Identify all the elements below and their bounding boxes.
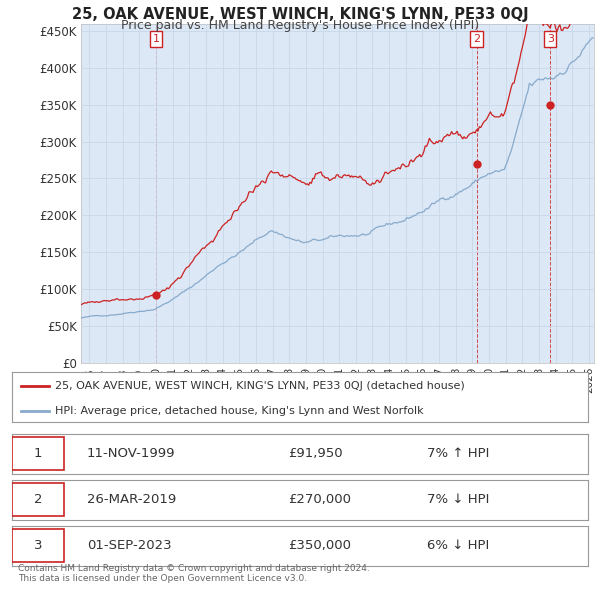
Text: 2: 2 — [473, 34, 480, 44]
FancyBboxPatch shape — [12, 529, 64, 562]
FancyBboxPatch shape — [12, 483, 64, 516]
Text: 3: 3 — [34, 539, 42, 552]
Text: 01-SEP-2023: 01-SEP-2023 — [87, 539, 172, 552]
Text: £270,000: £270,000 — [289, 493, 352, 506]
Text: Price paid vs. HM Land Registry's House Price Index (HPI): Price paid vs. HM Land Registry's House … — [121, 19, 479, 32]
Text: HPI: Average price, detached house, King's Lynn and West Norfolk: HPI: Average price, detached house, King… — [55, 406, 424, 416]
FancyBboxPatch shape — [12, 437, 64, 470]
Text: 26-MAR-2019: 26-MAR-2019 — [87, 493, 176, 506]
Text: £350,000: £350,000 — [289, 539, 352, 552]
Text: 1: 1 — [34, 447, 42, 460]
Text: 7% ↓ HPI: 7% ↓ HPI — [427, 493, 489, 506]
Text: 2: 2 — [34, 493, 42, 506]
Text: £91,950: £91,950 — [289, 447, 343, 460]
Text: 25, OAK AVENUE, WEST WINCH, KING'S LYNN, PE33 0QJ (detached house): 25, OAK AVENUE, WEST WINCH, KING'S LYNN,… — [55, 381, 465, 391]
Text: 25, OAK AVENUE, WEST WINCH, KING'S LYNN, PE33 0QJ: 25, OAK AVENUE, WEST WINCH, KING'S LYNN,… — [71, 7, 529, 22]
Text: 7% ↑ HPI: 7% ↑ HPI — [427, 447, 489, 460]
Text: 6% ↓ HPI: 6% ↓ HPI — [427, 539, 489, 552]
Text: 3: 3 — [547, 34, 554, 44]
Text: 11-NOV-1999: 11-NOV-1999 — [87, 447, 175, 460]
Text: Contains HM Land Registry data © Crown copyright and database right 2024.
This d: Contains HM Land Registry data © Crown c… — [18, 563, 370, 583]
Text: 1: 1 — [152, 34, 160, 44]
